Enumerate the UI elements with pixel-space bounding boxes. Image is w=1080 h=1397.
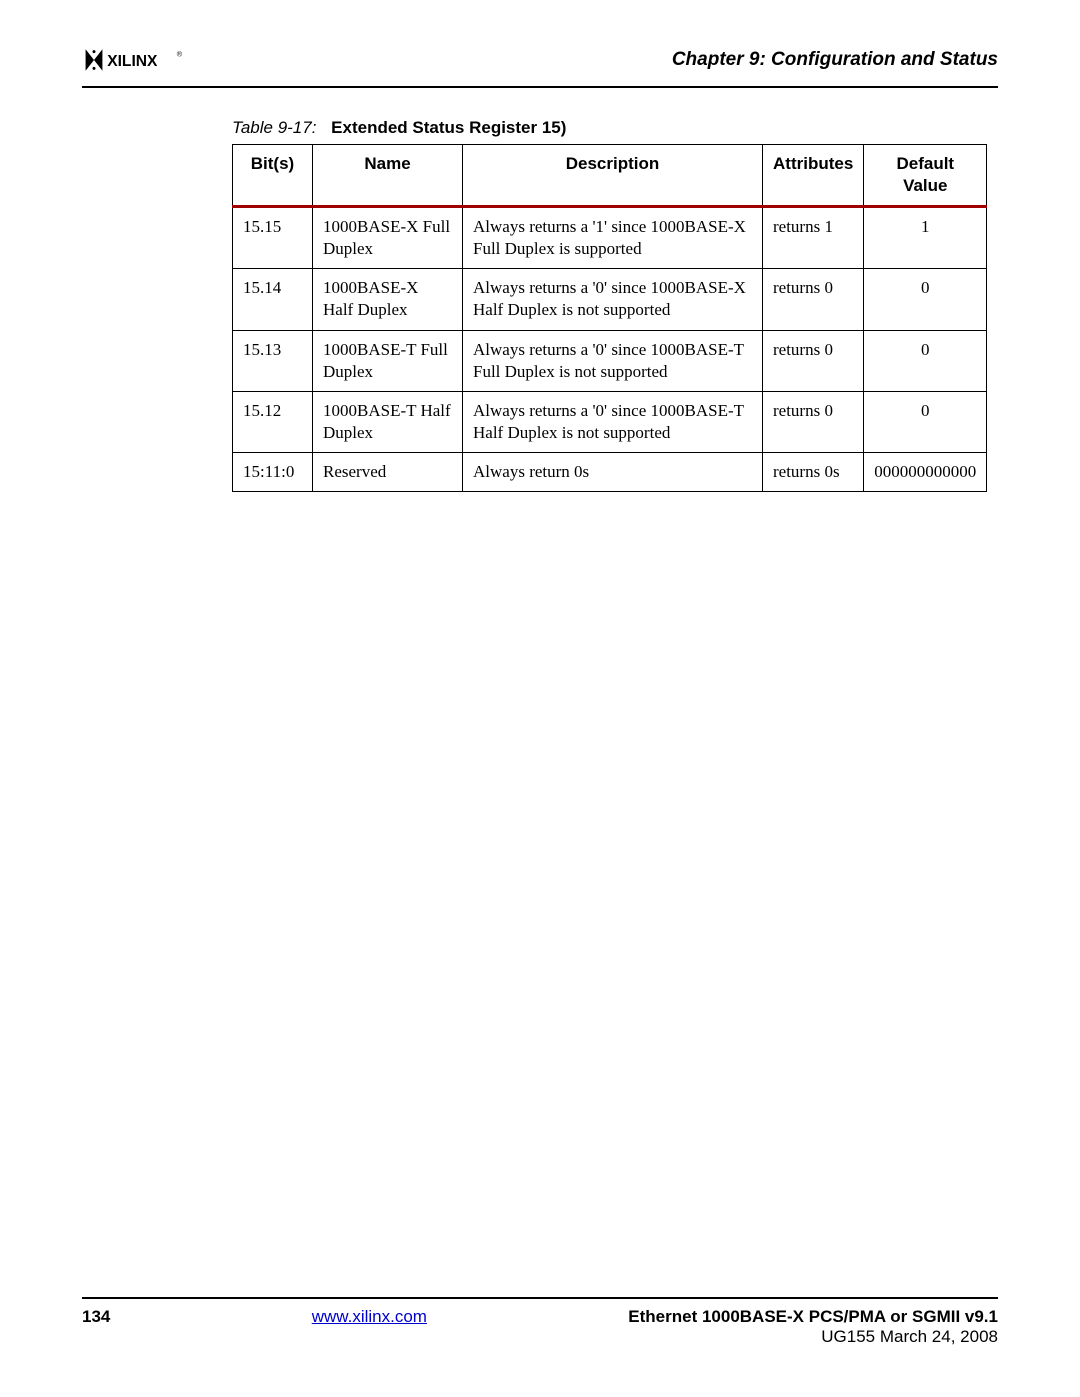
cell-default: 000000000000: [864, 452, 987, 491]
cell-desc: Always returns a '0' since 1000BASE-T Fu…: [463, 330, 763, 391]
page-header: XILINX ® Chapter 9: Configuration and St…: [82, 42, 998, 78]
footer-doc-title: Ethernet 1000BASE-X PCS/PMA or SGMII v9.…: [628, 1307, 998, 1327]
cell-default: 0: [864, 391, 987, 452]
cell-attr: returns 0s: [763, 452, 864, 491]
cell-attr: returns 0: [763, 391, 864, 452]
table-row: 15:11:0 Reserved Always return 0s return…: [233, 452, 987, 491]
col-header-attributes: Attributes: [763, 145, 864, 207]
table-caption-prefix: Table 9-17:: [232, 118, 316, 137]
table-row: 15.13 1000BASE-T Full Duplex Always retu…: [233, 330, 987, 391]
col-header-description: Description: [463, 145, 763, 207]
cell-bits: 15.13: [233, 330, 313, 391]
cell-name: Reserved: [313, 452, 463, 491]
document-page: XILINX ® Chapter 9: Configuration and St…: [0, 0, 1080, 1397]
xilinx-logo: XILINX ®: [82, 42, 202, 78]
cell-desc: Always returns a '0' since 1000BASE-T Ha…: [463, 391, 763, 452]
cell-bits: 15.15: [233, 207, 313, 269]
cell-bits: 15:11:0: [233, 452, 313, 491]
cell-attr: returns 0: [763, 269, 864, 330]
xilinx-logo-icon: XILINX ®: [82, 42, 202, 78]
table-header-row: Bit(s) Name Description Attributes Defau…: [233, 145, 987, 207]
cell-bits: 15.14: [233, 269, 313, 330]
cell-name: 1000BASE-X Full Duplex: [313, 207, 463, 269]
chapter-title: Chapter 9: Configuration and Status: [672, 49, 998, 71]
cell-default: 0: [864, 330, 987, 391]
cell-attr: returns 1: [763, 207, 864, 269]
svg-text:XILINX: XILINX: [107, 53, 158, 70]
table-row: 15.14 1000BASE-X Half Duplex Always retu…: [233, 269, 987, 330]
cell-desc: Always returns a '1' since 1000BASE-X Fu…: [463, 207, 763, 269]
cell-name: 1000BASE-T Half Duplex: [313, 391, 463, 452]
footer-right: Ethernet 1000BASE-X PCS/PMA or SGMII v9.…: [628, 1307, 998, 1347]
cell-name: 1000BASE-T Full Duplex: [313, 330, 463, 391]
page-number: 134: [82, 1307, 110, 1327]
col-header-name: Name: [313, 145, 463, 207]
cell-desc: Always returns a '0' since 1000BASE-X Ha…: [463, 269, 763, 330]
cell-desc: Always return 0s: [463, 452, 763, 491]
page-footer: 134 www.xilinx.com Ethernet 1000BASE-X P…: [82, 1297, 998, 1347]
table-row: 15.15 1000BASE-X Full Duplex Always retu…: [233, 207, 987, 269]
cell-name: 1000BASE-X Half Duplex: [313, 269, 463, 330]
header-rule: [82, 86, 998, 88]
table-row: 15.12 1000BASE-T Half Duplex Always retu…: [233, 391, 987, 452]
footer-rule: [82, 1297, 998, 1299]
col-header-bits: Bit(s): [233, 145, 313, 207]
cell-bits: 15.12: [233, 391, 313, 452]
footer-url-link[interactable]: www.xilinx.com: [312, 1307, 427, 1327]
footer-row: 134 www.xilinx.com Ethernet 1000BASE-X P…: [82, 1307, 998, 1347]
cell-attr: returns 0: [763, 330, 864, 391]
cell-default: 1: [864, 207, 987, 269]
table-caption-title: Extended Status Register 15): [331, 118, 566, 137]
svg-text:®: ®: [177, 49, 183, 58]
cell-default: 0: [864, 269, 987, 330]
footer-doc-date: UG155 March 24, 2008: [628, 1327, 998, 1347]
table-caption: Table 9-17: Extended Status Register 15): [232, 118, 566, 138]
register-table: Bit(s) Name Description Attributes Defau…: [232, 144, 987, 492]
col-header-default: Default Value: [864, 145, 987, 207]
